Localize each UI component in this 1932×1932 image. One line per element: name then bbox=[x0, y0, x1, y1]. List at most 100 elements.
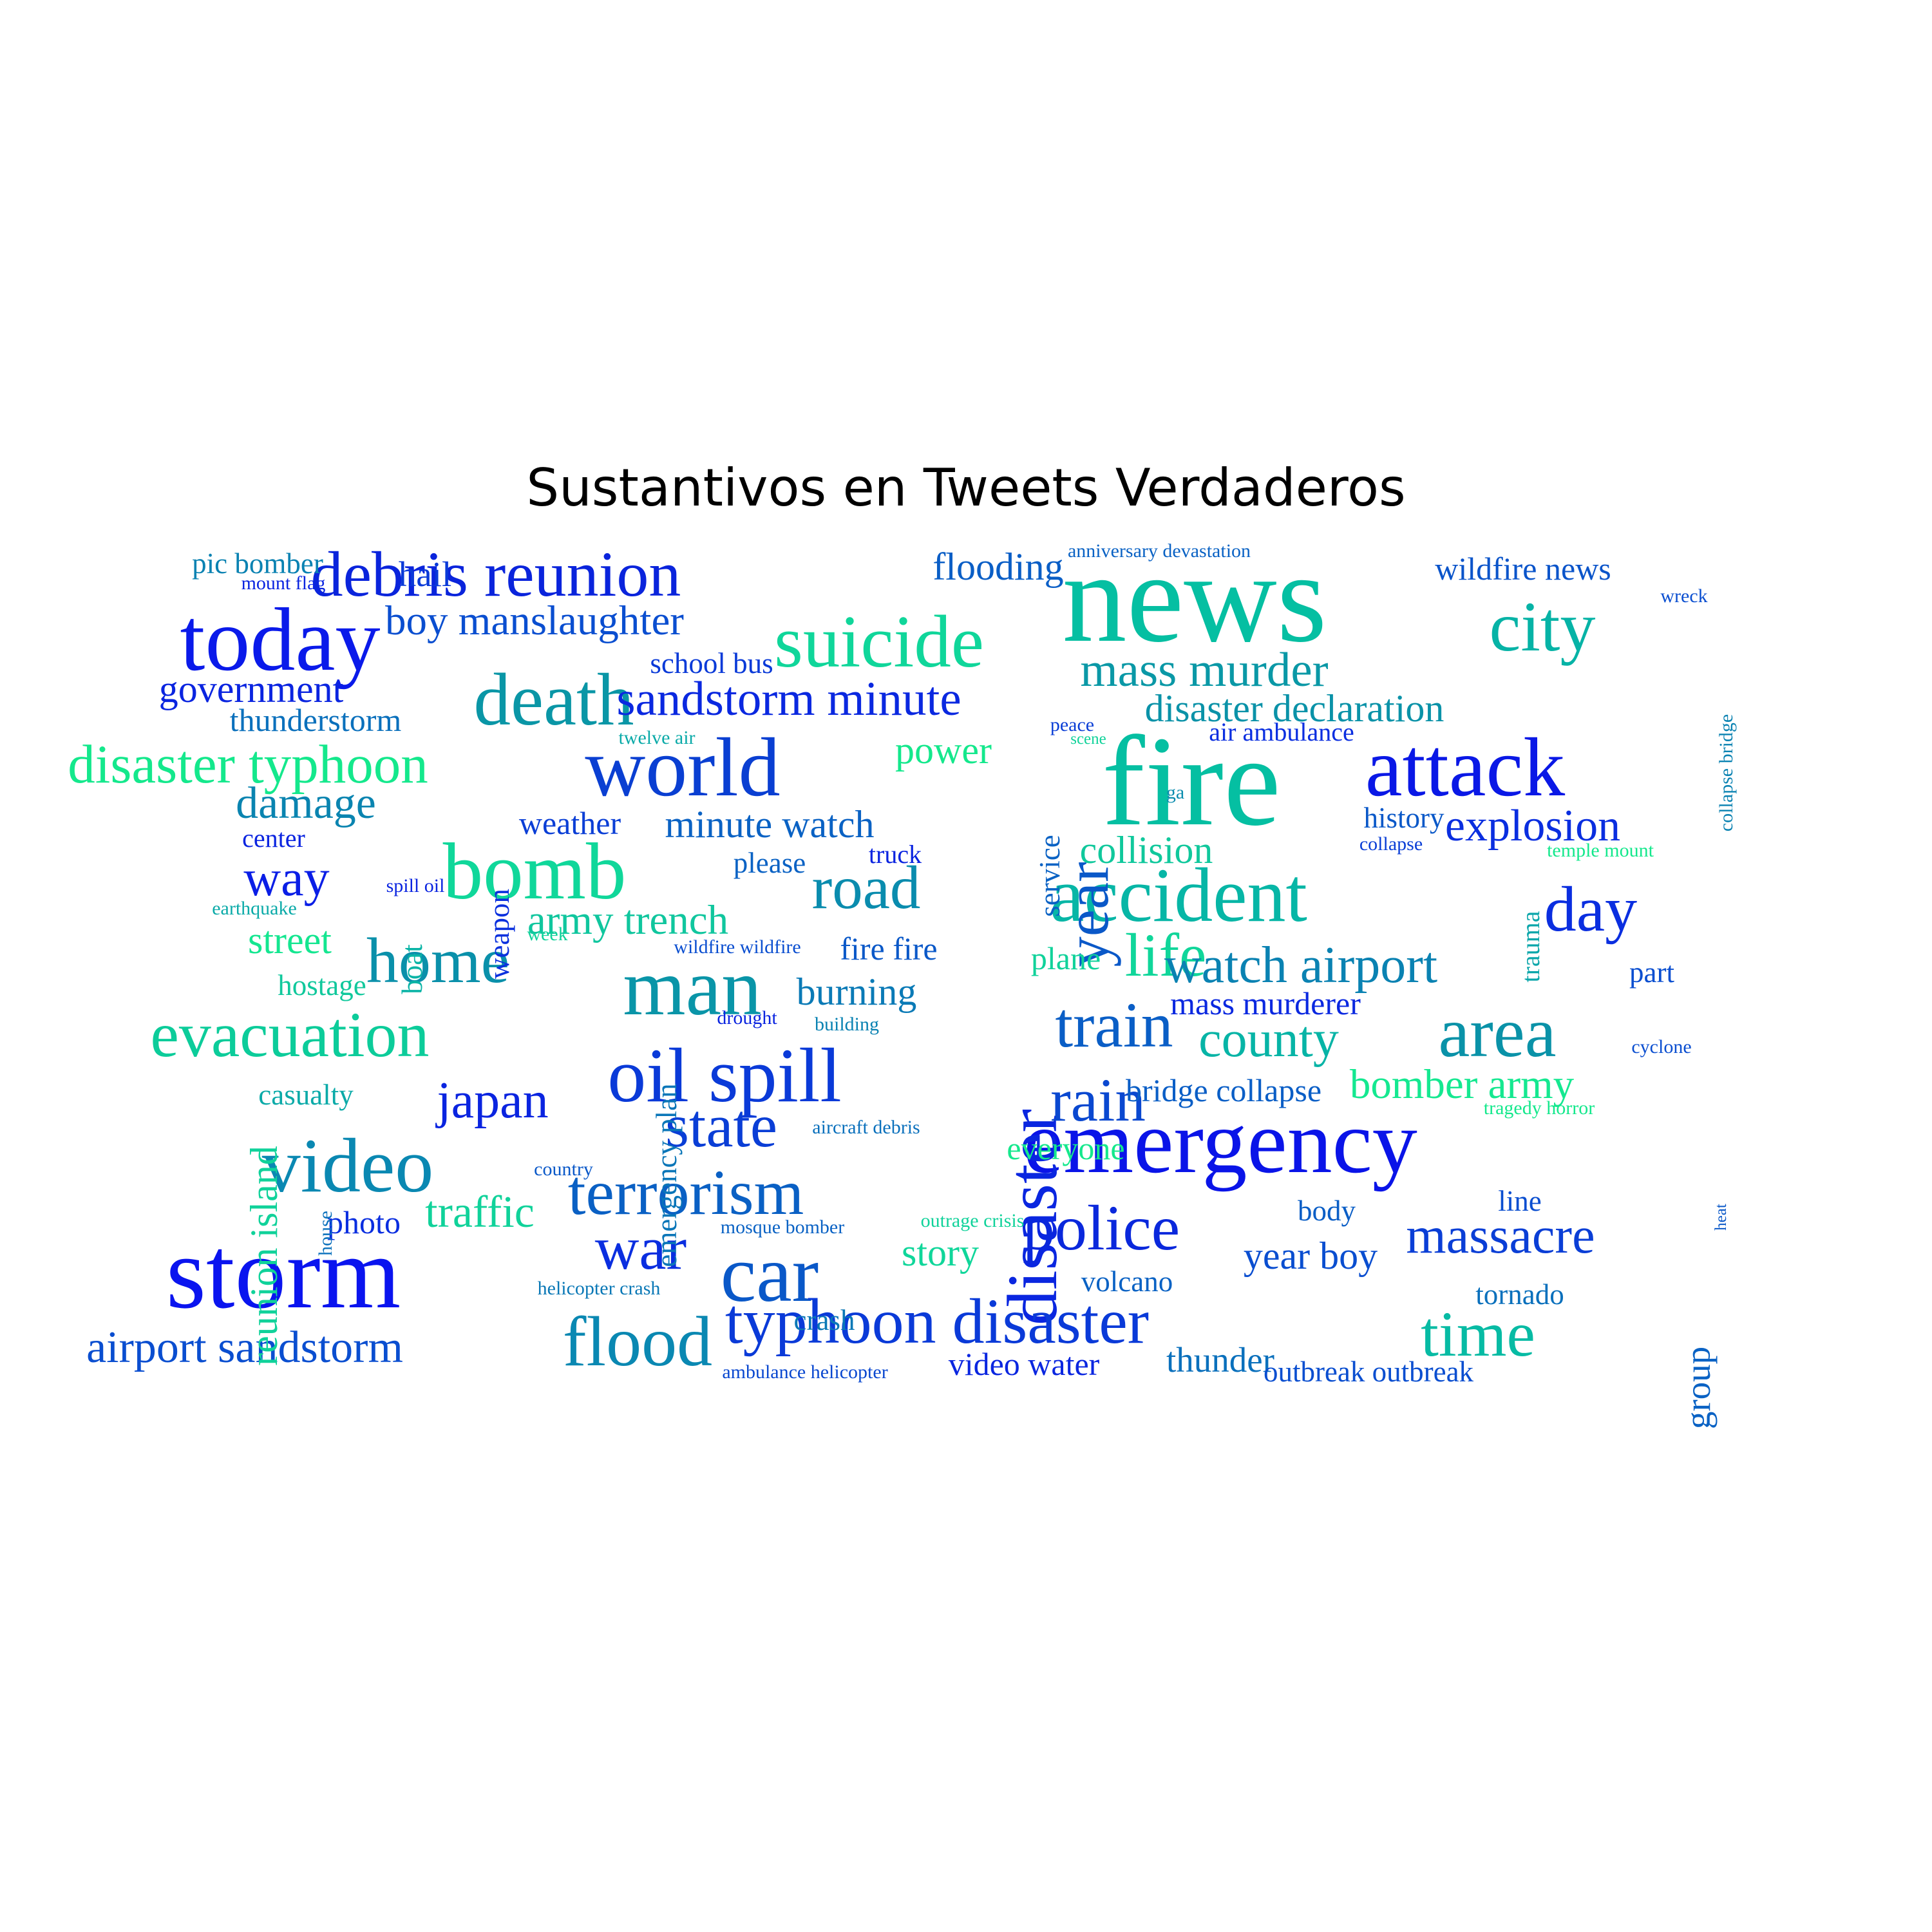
word-aircraft-debris: aircraft debris bbox=[812, 1117, 920, 1138]
word-mass-murderer: mass murderer bbox=[1170, 985, 1361, 1021]
word-hostage: hostage bbox=[278, 969, 366, 1001]
word-terrorism: terrorism bbox=[568, 1157, 804, 1228]
word-mosque-bomber: mosque bomber bbox=[721, 1217, 844, 1238]
word-story: story bbox=[902, 1231, 979, 1274]
word-bomber-army: bomber army bbox=[1350, 1061, 1575, 1108]
word-year: year bbox=[1053, 862, 1121, 967]
word-disaster: disaster bbox=[993, 1109, 1072, 1325]
word-pic-bomber: pic bomber bbox=[192, 547, 323, 580]
word-damage: damage bbox=[236, 779, 376, 828]
word-mount-flag: mount flag bbox=[242, 573, 326, 594]
word-road: road bbox=[812, 853, 921, 922]
word-area: area bbox=[1438, 993, 1556, 1072]
word-suicide: suicide bbox=[774, 601, 984, 683]
word-thunder: thunder bbox=[1166, 1340, 1274, 1379]
word-attack: attack bbox=[1365, 721, 1565, 814]
word-reunion-island: reunion island bbox=[243, 1146, 285, 1366]
word-plane: plane bbox=[1031, 940, 1101, 976]
word-way: way bbox=[243, 850, 329, 907]
word-video-water: video water bbox=[949, 1346, 1100, 1382]
word-explosion: explosion bbox=[1445, 801, 1620, 851]
word-tragedy-horror: tragedy horror bbox=[1484, 1097, 1595, 1119]
word-today: today bbox=[180, 590, 380, 690]
word-emergency: emergency bbox=[1023, 1092, 1417, 1192]
word-train: train bbox=[1055, 989, 1173, 1061]
word-school-bus: school bus bbox=[650, 647, 773, 679]
word-police: police bbox=[1023, 1192, 1180, 1264]
word-crash: crash bbox=[794, 1304, 855, 1336]
word-army-trench: army trench bbox=[527, 897, 728, 943]
word-drought: drought bbox=[717, 1007, 777, 1028]
word-peace: peace bbox=[1050, 714, 1094, 735]
word-life: life bbox=[1125, 921, 1207, 989]
word-time: time bbox=[1421, 1298, 1535, 1370]
word-casualty: casualty bbox=[258, 1079, 354, 1111]
word-collapse-bridge: collapse bridge bbox=[1716, 714, 1737, 831]
word-car: car bbox=[721, 1230, 819, 1319]
word-county: county bbox=[1198, 1011, 1339, 1068]
word-typhoon-disaster: typhoon disaster bbox=[725, 1285, 1149, 1357]
word-trauma: trauma bbox=[1516, 911, 1545, 982]
word-hail: hail bbox=[399, 554, 451, 594]
word-helicopter-crash: helicopter crash bbox=[538, 1278, 661, 1299]
word-temple-mount: temple mount bbox=[1547, 840, 1654, 861]
word-week: week bbox=[527, 923, 567, 945]
word-government: government bbox=[159, 668, 344, 710]
word-center: center bbox=[242, 824, 305, 853]
word-air-ambulance: air ambulance bbox=[1209, 717, 1354, 746]
word-bridge-collapse: bridge collapse bbox=[1126, 1072, 1321, 1108]
word-disaster-typhoon: disaster typhoon bbox=[68, 734, 428, 795]
word-twelve-air: twelve air bbox=[618, 727, 695, 748]
word-everyone: everyone bbox=[1007, 1130, 1124, 1166]
word-heat: heat bbox=[1712, 1204, 1730, 1231]
word-death: death bbox=[473, 659, 634, 741]
word-rain: rain bbox=[1050, 1066, 1146, 1134]
word-airport-sandstorm: airport sandstorm bbox=[86, 1323, 403, 1372]
word-bomb: bomb bbox=[443, 828, 627, 916]
word-ambulance-helicopter: ambulance helicopter bbox=[722, 1361, 887, 1383]
word-debris-reunion: debris reunion bbox=[311, 538, 681, 610]
word-volcano: volcano bbox=[1081, 1265, 1173, 1298]
word-disaster-declaration: disaster declaration bbox=[1145, 687, 1444, 730]
word-man: man bbox=[623, 943, 761, 1032]
word-burning: burning bbox=[797, 971, 917, 1013]
word-body: body bbox=[1298, 1195, 1356, 1227]
word-wildfire-wildfire: wildfire wildfire bbox=[674, 936, 800, 958]
word-home: home bbox=[366, 925, 509, 996]
word-spill-oil: spill oil bbox=[386, 875, 445, 896]
word-ga: ga bbox=[1166, 782, 1184, 803]
word-truck: truck bbox=[869, 840, 922, 869]
word-watch-airport: watch airport bbox=[1164, 937, 1437, 994]
word-fire-fire: fire fire bbox=[840, 931, 937, 967]
word-traffic: traffic bbox=[425, 1188, 535, 1237]
word-city: city bbox=[1490, 587, 1596, 666]
word-line: line bbox=[1498, 1185, 1541, 1217]
word-emergency-plan: emergency plan bbox=[650, 1083, 683, 1267]
word-weather: weather bbox=[519, 805, 621, 841]
word-outbreak-outbreak: outbreak outbreak bbox=[1264, 1356, 1474, 1388]
chart-title: Sustantivos en Tweets Verdaderos bbox=[526, 458, 1406, 518]
word-outrage-crisis: outrage crisis bbox=[921, 1210, 1025, 1231]
word-evacuation: evacuation bbox=[150, 999, 429, 1070]
word-collision: collision bbox=[1080, 829, 1213, 871]
word-please: please bbox=[734, 847, 806, 879]
word-flooding: flooding bbox=[933, 545, 1063, 588]
word-history: history bbox=[1363, 802, 1444, 834]
word-scene: scene bbox=[1070, 730, 1106, 748]
word-storm: storm bbox=[166, 1215, 401, 1330]
word-building: building bbox=[815, 1014, 879, 1035]
word-day: day bbox=[1544, 873, 1637, 945]
word-house: house bbox=[315, 1211, 336, 1256]
word-japan: japan bbox=[435, 1072, 548, 1129]
word-boat: boat bbox=[396, 944, 428, 994]
word-collapse: collapse bbox=[1359, 833, 1423, 855]
word-group: group bbox=[1678, 1347, 1718, 1429]
word-thunderstorm: thunderstorm bbox=[230, 702, 402, 738]
word-news: news bbox=[1062, 527, 1327, 669]
word-country: country bbox=[534, 1159, 593, 1180]
word-sandstorm-minute: sandstorm minute bbox=[616, 672, 961, 726]
word-earthquake: earthquake bbox=[212, 898, 297, 919]
word-power: power bbox=[895, 729, 992, 772]
